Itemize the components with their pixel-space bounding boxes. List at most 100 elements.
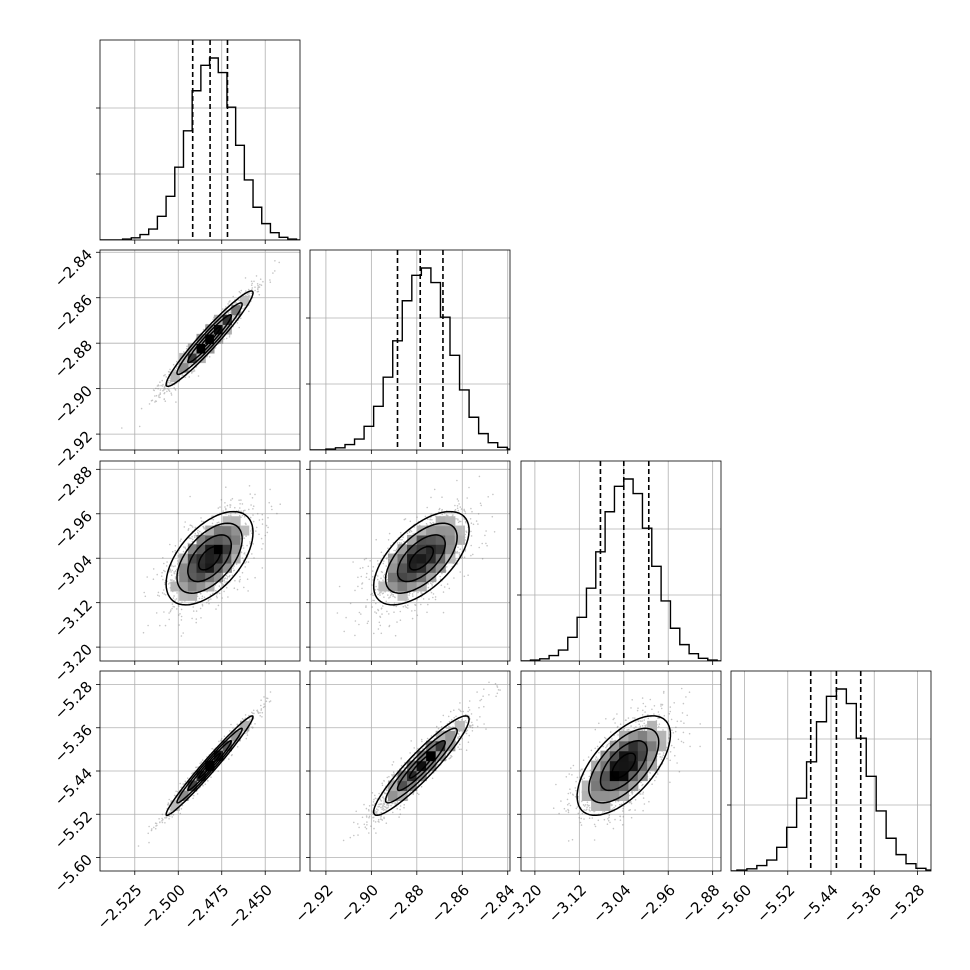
y-tick-label: −3.04 xyxy=(51,552,96,597)
density-cell xyxy=(205,324,215,335)
density-cell xyxy=(179,572,189,583)
density-cell xyxy=(600,790,611,802)
contour-line xyxy=(187,534,233,583)
density-cell xyxy=(407,780,418,792)
axes-frame xyxy=(99,39,301,241)
density-cell xyxy=(222,544,232,555)
density-cell xyxy=(619,790,630,802)
plot-area xyxy=(121,260,281,429)
density-cell xyxy=(435,544,446,555)
density-cell xyxy=(600,780,611,792)
density-cell xyxy=(231,525,241,536)
density-cell xyxy=(426,750,437,762)
density-cell xyxy=(397,590,408,601)
density-cell xyxy=(397,572,408,583)
density-cell xyxy=(619,760,630,772)
histogram-step xyxy=(731,688,931,871)
y-tick-label: −2.92 xyxy=(51,427,96,472)
density-cell xyxy=(416,760,427,772)
density-cell xyxy=(213,324,224,335)
contour-line xyxy=(187,314,233,364)
density-cell xyxy=(407,562,418,573)
axes-frame xyxy=(99,460,301,662)
plot-area xyxy=(137,691,272,847)
density-cell xyxy=(397,780,408,792)
density-cell xyxy=(628,750,639,762)
density-cell xyxy=(591,780,602,792)
density-cell xyxy=(222,740,232,752)
density-cell xyxy=(187,590,198,601)
density-cell xyxy=(600,750,611,762)
density-cell xyxy=(205,760,215,772)
hist-panel-3 xyxy=(727,670,932,875)
contour-line xyxy=(165,290,254,388)
axes-frame xyxy=(309,460,511,662)
density-cell xyxy=(205,544,215,555)
density-cell xyxy=(213,562,224,573)
density-cell xyxy=(647,750,658,762)
x-tick-label: −2.86 xyxy=(428,881,473,926)
density-cell xyxy=(397,770,408,782)
density-cell xyxy=(407,770,418,782)
density-cell xyxy=(205,525,215,536)
density-cell xyxy=(187,352,198,364)
density-cell xyxy=(647,720,658,732)
density-cell xyxy=(205,333,215,345)
density-cell xyxy=(231,534,241,545)
density-cell xyxy=(581,790,592,802)
axes-frame xyxy=(309,249,511,451)
y-tick-label: −2.88 xyxy=(51,463,96,508)
density-cell xyxy=(240,295,250,306)
density-cell xyxy=(187,581,198,592)
density-cell xyxy=(426,534,437,545)
density-cell xyxy=(213,525,224,536)
density-cell xyxy=(435,562,446,573)
contour-line xyxy=(372,510,470,606)
density-cell xyxy=(187,780,198,792)
density-cell xyxy=(407,572,418,583)
density-cell xyxy=(454,525,465,536)
density-cell xyxy=(397,581,408,592)
contour-line xyxy=(408,545,435,571)
density-cell xyxy=(609,780,620,792)
density-cell xyxy=(170,800,180,811)
density-cell xyxy=(628,780,639,792)
plot-area xyxy=(731,671,931,871)
x-tick-label: −5.52 xyxy=(753,881,798,926)
plot-area xyxy=(310,250,510,450)
density-cell xyxy=(435,516,446,527)
scatter-panel-2-1 xyxy=(306,460,511,665)
density-cell xyxy=(591,770,602,782)
density-cell xyxy=(213,534,224,545)
contour-line xyxy=(187,739,233,792)
contour-line xyxy=(611,752,637,779)
density-cell xyxy=(196,562,206,573)
density-cell xyxy=(656,730,667,742)
contour-line xyxy=(396,739,446,792)
density-cell xyxy=(637,730,648,742)
contour-line xyxy=(176,302,243,376)
contour-line xyxy=(396,534,446,583)
density-cell xyxy=(196,572,206,583)
y-tick-label: −5.44 xyxy=(51,764,96,809)
y-tick-label: −5.52 xyxy=(51,808,96,853)
density-cell xyxy=(222,516,232,527)
density-cell xyxy=(591,800,602,811)
density-cell xyxy=(454,534,465,545)
plot-area xyxy=(100,40,300,240)
x-tick-label: −2.90 xyxy=(337,881,382,926)
contour-line xyxy=(588,727,660,804)
contour-line xyxy=(197,545,222,571)
scatter-panel-3-1 xyxy=(306,670,511,875)
plot-area xyxy=(142,485,282,637)
density-cell xyxy=(426,562,437,573)
density-cell xyxy=(231,516,241,527)
density-cell xyxy=(445,516,456,527)
plot-area xyxy=(336,475,496,637)
x-tick-label: −5.28 xyxy=(883,881,928,926)
density-cell xyxy=(387,790,399,802)
density-cell xyxy=(231,544,241,555)
density-cell xyxy=(647,730,658,742)
density-cell xyxy=(196,534,206,545)
